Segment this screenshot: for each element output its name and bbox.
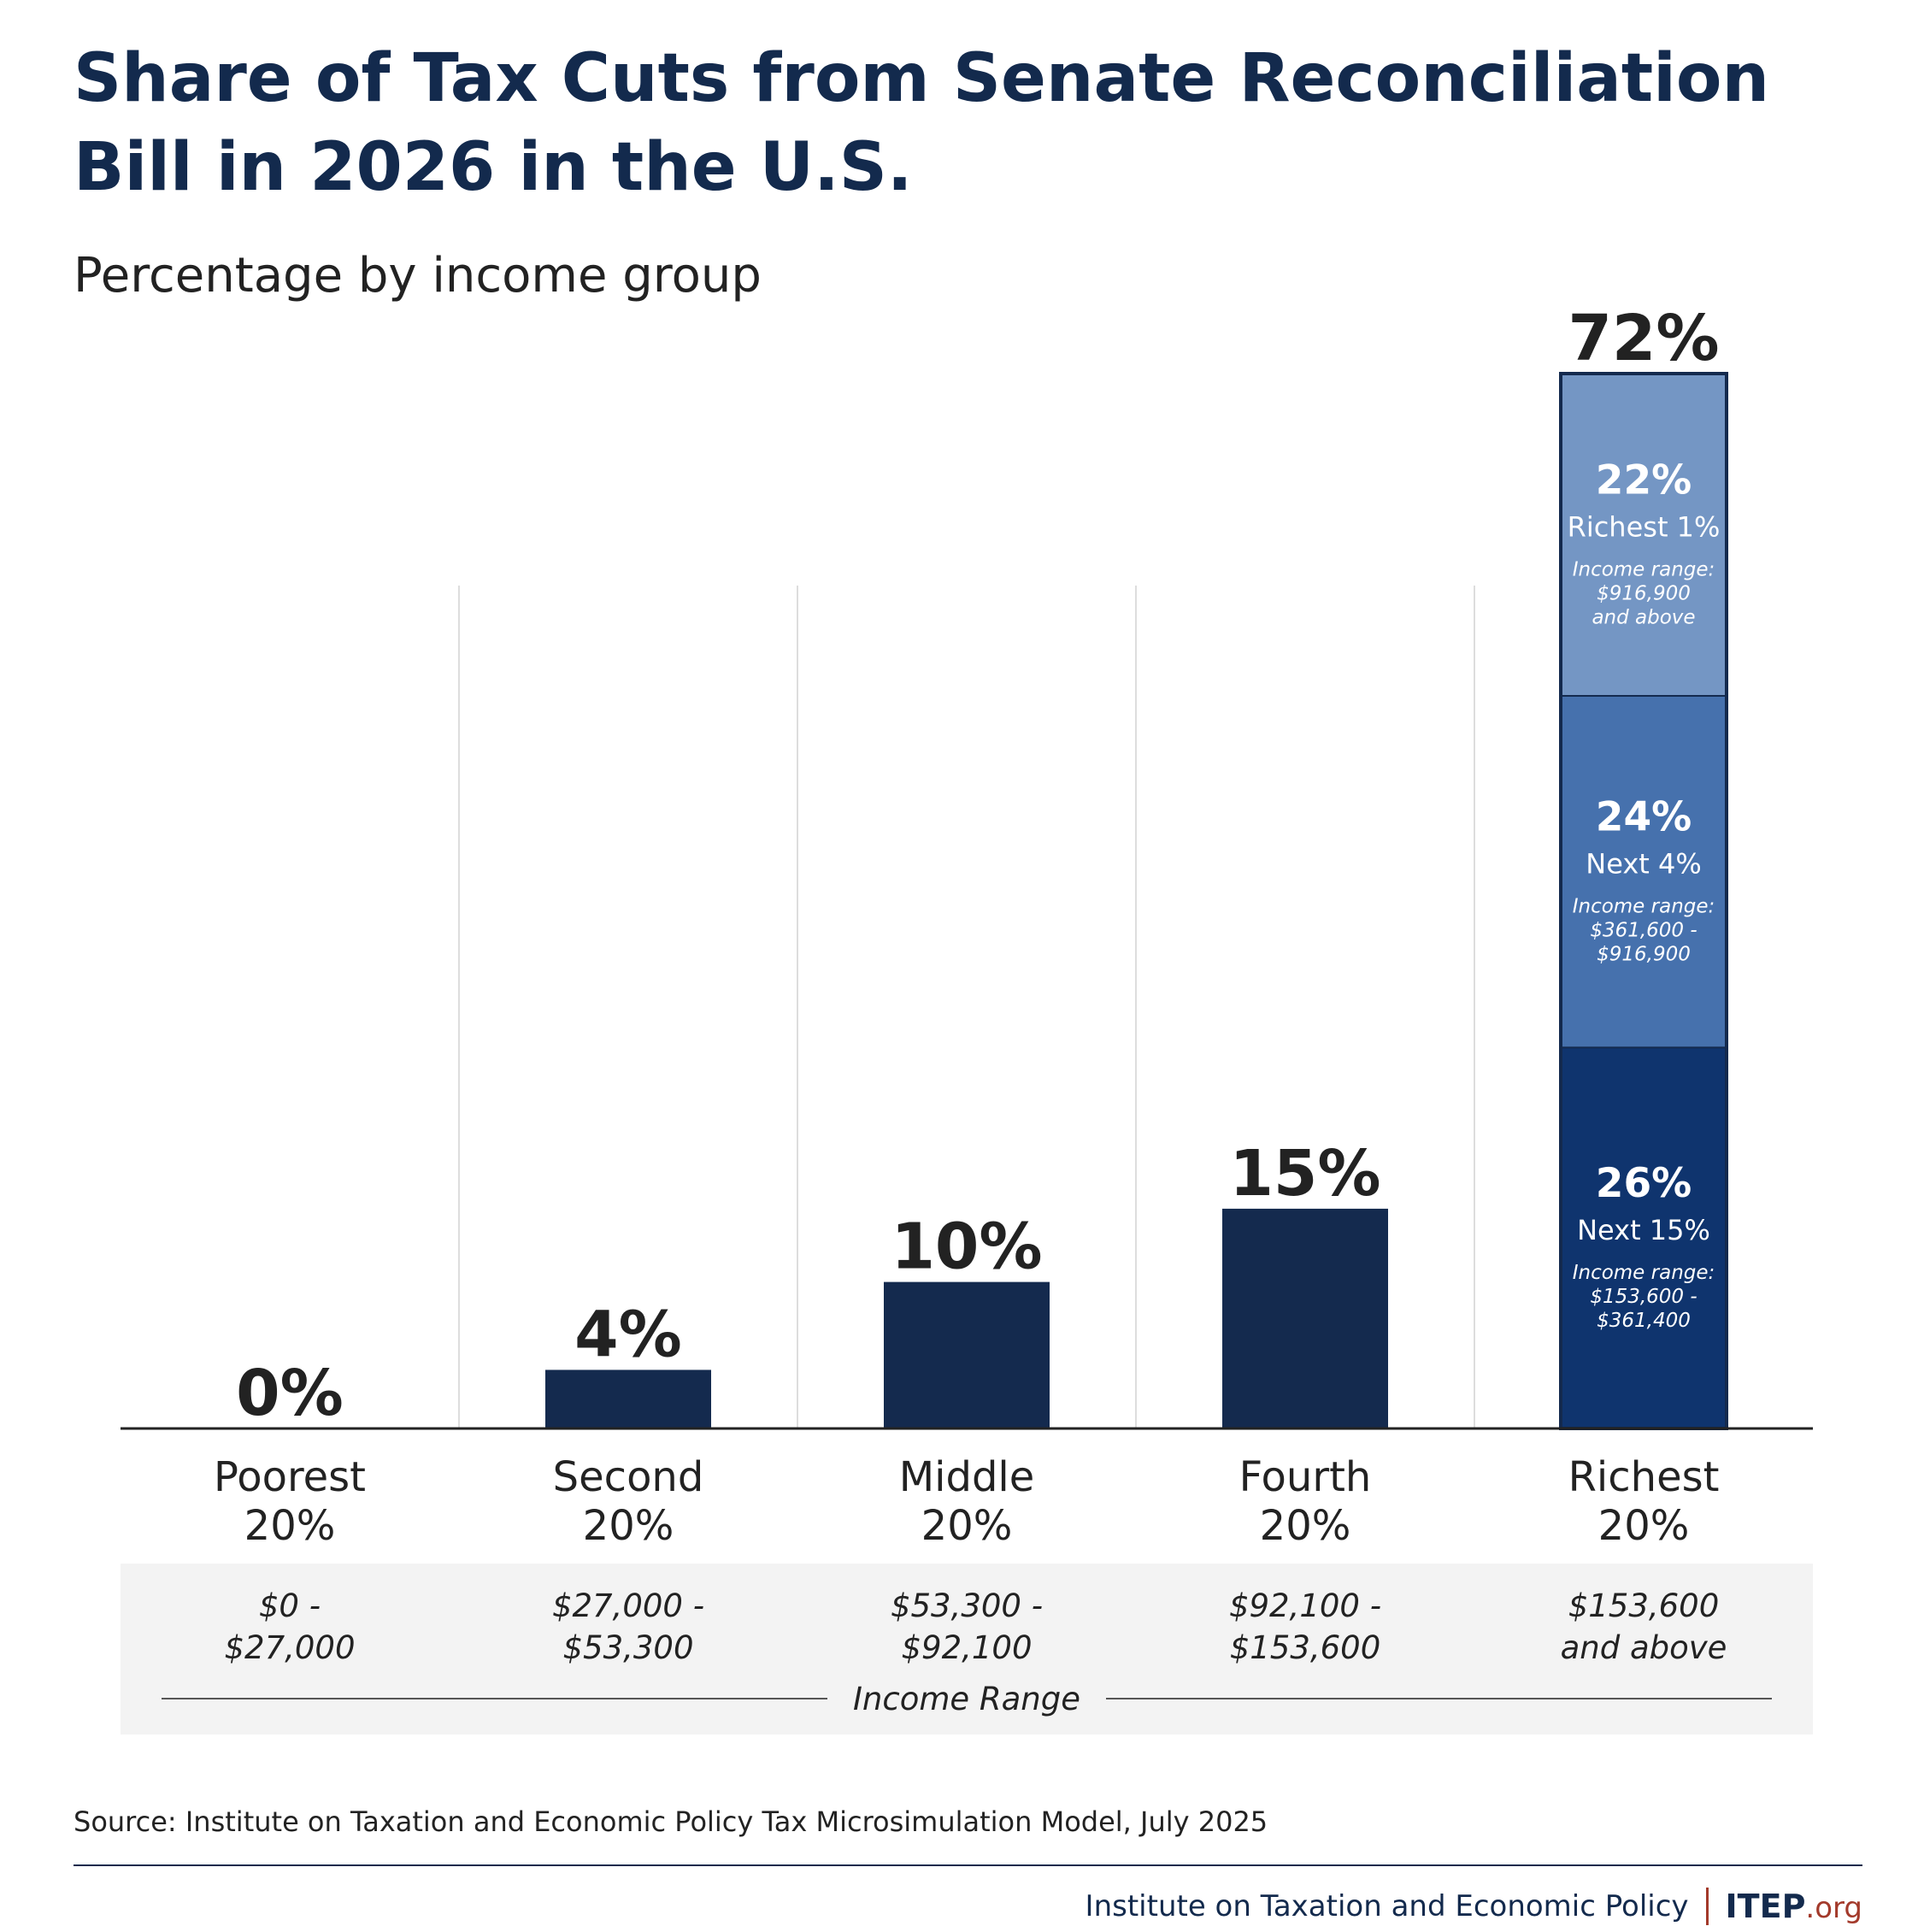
- footer-org-name: Institute on Taxation and Economic Polic…: [1085, 1889, 1689, 1923]
- income-range-line: $53,300: [562, 1629, 694, 1666]
- bar-segment: [1561, 696, 1727, 1048]
- category-label: Richest: [1568, 1453, 1720, 1501]
- segment-range-title: Income range:: [1573, 1262, 1715, 1284]
- segment-name-label: Next 4%: [1586, 848, 1701, 881]
- segment-value-label: 24%: [1596, 794, 1692, 841]
- segment-name-label: Next 15%: [1577, 1214, 1710, 1246]
- segment-range-line: $361,600 -: [1590, 920, 1697, 942]
- bar: [1222, 1208, 1388, 1428]
- segment-range-line: $153,600 -: [1590, 1286, 1697, 1308]
- bar-value-label: 10%: [891, 1210, 1042, 1284]
- income-range-line: $27,000: [224, 1629, 356, 1666]
- range-rule-right: [1106, 1698, 1772, 1699]
- category-label: 20%: [244, 1502, 336, 1550]
- income-range-line: $0 -: [258, 1587, 321, 1624]
- segment-range-line: $361,400: [1597, 1310, 1691, 1332]
- segment-range-line: $916,900: [1597, 944, 1691, 966]
- footer: Institute on Taxation and Economic Polic…: [1086, 1881, 1862, 1932]
- segment-value-label: 22%: [1596, 457, 1692, 504]
- income-range-line: $53,300 -: [890, 1587, 1044, 1624]
- income-range-label: $153,600 and above: [1474, 1585, 1813, 1669]
- chart-title: Share of Tax Cuts from Senate Reconcilia…: [74, 40, 1769, 206]
- footer-divider: [74, 1864, 1862, 1866]
- income-range-line: and above: [1560, 1629, 1727, 1666]
- segment-range-title: Income range:: [1573, 559, 1715, 581]
- category-label: 20%: [921, 1502, 1013, 1550]
- income-range-line: $92,100: [901, 1629, 1033, 1666]
- segment-name-label: Richest 1%: [1568, 511, 1721, 544]
- category-label: Fourth: [1239, 1453, 1372, 1501]
- bar-value-label: 4%: [574, 1298, 682, 1371]
- bar-value-label: 72%: [1568, 302, 1719, 375]
- logo-suffix: .org: [1805, 1891, 1862, 1925]
- bar-value-label: 15%: [1229, 1137, 1380, 1210]
- footer-separator: [1705, 1888, 1709, 1925]
- category-label: Middle: [899, 1453, 1035, 1501]
- income-range-label: $92,100 - $153,600: [1136, 1585, 1474, 1669]
- category-label: 20%: [1260, 1502, 1351, 1550]
- income-range-line: $153,600: [1568, 1587, 1720, 1624]
- itep-logo: ITEP.org: [1726, 1888, 1862, 1925]
- source-note: Source: Institute on Taxation and Econom…: [74, 1805, 1268, 1838]
- bar-chart: 0%Poorest20%4%Second20%10%Middle20%15%Fo…: [121, 302, 1813, 1550]
- bar: [545, 1369, 711, 1428]
- bar-segment: [1561, 1047, 1727, 1428]
- bar: [884, 1281, 1050, 1428]
- segment-range-line: $916,900: [1597, 583, 1691, 605]
- range-rule-left: [162, 1698, 827, 1699]
- category-label: 20%: [1598, 1502, 1690, 1550]
- category-label: Second: [553, 1453, 704, 1501]
- segment-range-title: Income range:: [1573, 896, 1715, 918]
- income-range-caption: Income Range: [853, 1680, 1080, 1717]
- income-range-line: $27,000 -: [551, 1587, 705, 1624]
- logo-main: ITEP: [1725, 1888, 1806, 1925]
- income-range-label: $27,000 - $53,300: [459, 1585, 797, 1669]
- bar-segment: [1561, 374, 1727, 697]
- category-label: Poorest: [214, 1453, 366, 1501]
- category-label: 20%: [583, 1502, 674, 1550]
- income-range-panel: $0 - $27,000 $27,000 - $53,300 $53,300 - $92,…: [121, 1564, 1813, 1735]
- income-range-caption-row: Income Range: [162, 1678, 1772, 1719]
- income-range-label: $53,300 - $92,100: [797, 1585, 1136, 1669]
- bar-value-label: 0%: [236, 1357, 344, 1430]
- income-range-line: $153,600: [1229, 1629, 1381, 1666]
- segment-value-label: 26%: [1596, 1160, 1692, 1207]
- income-range-line: $92,100 -: [1228, 1587, 1382, 1624]
- segment-range-line: and above: [1592, 607, 1695, 629]
- income-range-label: $0 - $27,000: [121, 1585, 459, 1669]
- chart-subtitle: Percentage by income group: [74, 248, 762, 303]
